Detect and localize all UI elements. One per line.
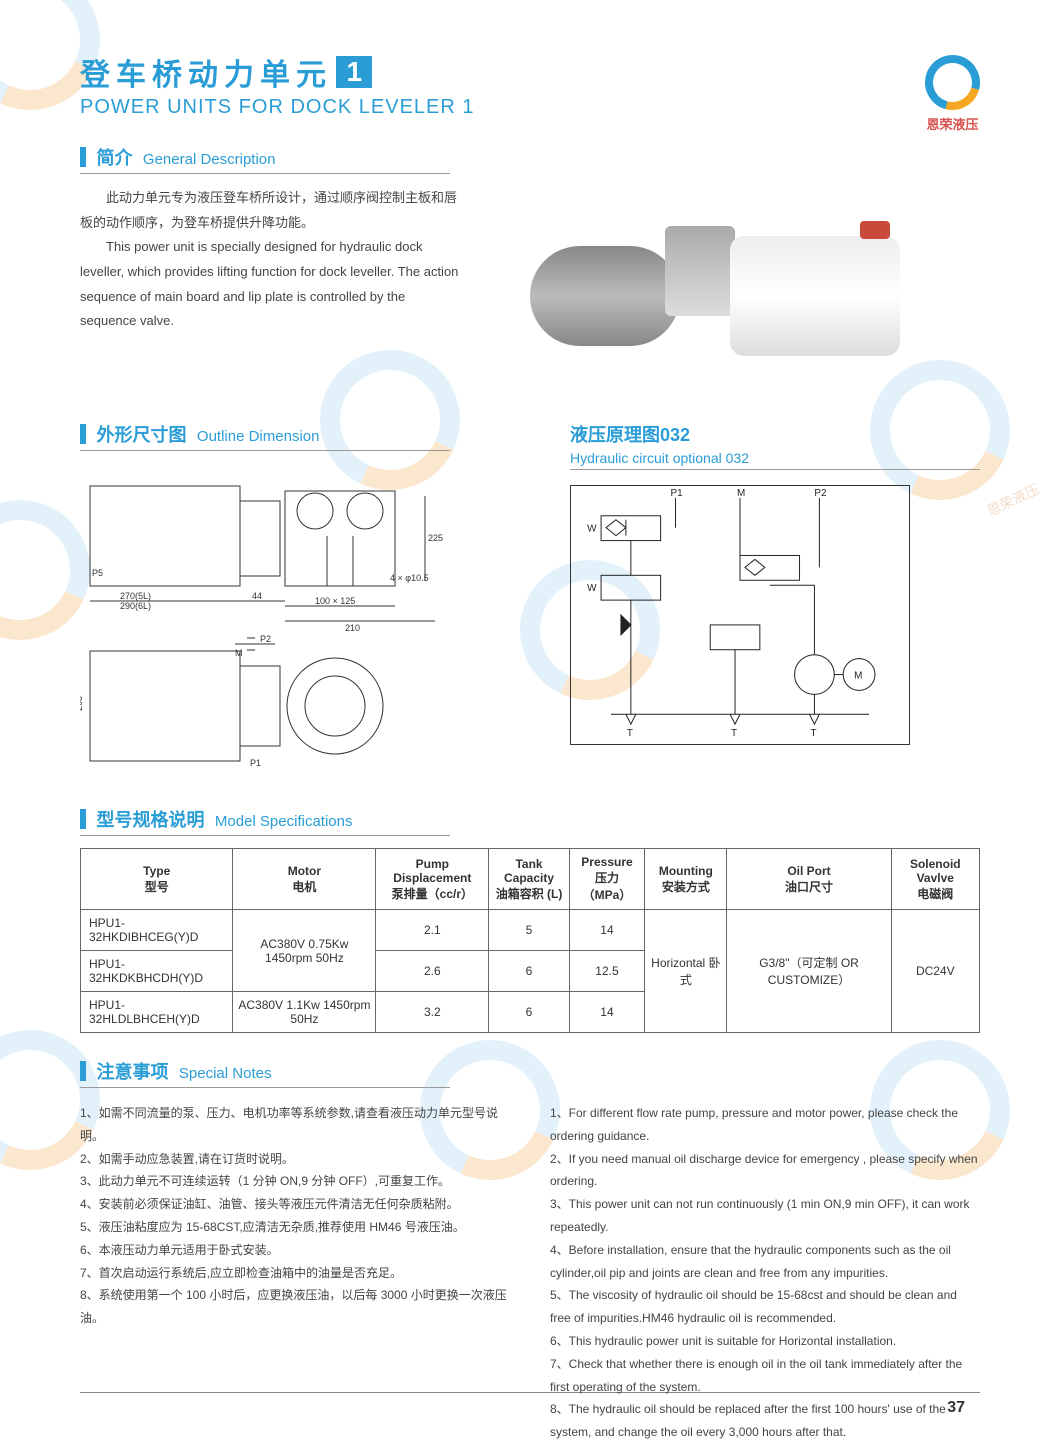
svg-text:W: W — [587, 583, 597, 594]
svg-text:260: 260 — [80, 696, 84, 711]
outline-head-en: Outline Dimension — [197, 428, 320, 445]
notes-head-en: Special Notes — [179, 1065, 272, 1082]
circuit-head-cn: 液压原理图032 — [570, 421, 980, 447]
outline-head-cn: 外形尺寸图 — [96, 425, 186, 445]
intro-paragraph: 此动力单元专为液压登车桥所设计，通过顺序阀控制主板和唇板的动作顺序，为登车桥提供… — [80, 186, 460, 376]
outline-heading: 外形尺寸图 Outline Dimension — [80, 421, 450, 451]
notes-heading: 注意事项 Special Notes — [80, 1058, 450, 1088]
page-title-en: POWER UNITS FOR DOCK LEVELER 1 — [80, 96, 980, 119]
svg-text:P2: P2 — [260, 634, 271, 644]
watermark-text: 恩荣液压 — [983, 479, 1042, 521]
spec-head-en: Model Specifications — [215, 813, 353, 830]
note-item: 7、首次启动运行系统后,应立即检查油箱中的油量是否充足。 — [80, 1262, 510, 1285]
note-item: 3、This power unit can not run continuous… — [550, 1193, 980, 1239]
note-item: 4、Before installation, ensure that the h… — [550, 1239, 980, 1285]
note-item: 8、系统使用第一个 100 小时后，应更换液压油，以后每 3000 小时更换一次… — [80, 1284, 510, 1330]
note-item: 1、如需不同流量的泵、压力、电机功率等系统参数,请查看液压动力单元型号说明。 — [80, 1102, 510, 1148]
intro-head-cn: 简介 — [96, 148, 132, 168]
svg-text:290(6L): 290(6L) — [120, 601, 151, 611]
note-item: 6、本液压动力单元适用于卧式安装。 — [80, 1239, 510, 1262]
intro-cn: 此动力单元专为液压登车桥所设计，通过顺序阀控制主板和唇板的动作顺序，为登车桥提供… — [80, 186, 460, 235]
intro-en: This power unit is specially designed fo… — [80, 235, 460, 334]
note-item: 6、This hydraulic power unit is suitable … — [550, 1330, 980, 1353]
notes-en: 1、For different flow rate pump, pressure… — [550, 1102, 980, 1444]
svg-text:P1: P1 — [671, 488, 684, 499]
svg-text:P1: P1 — [250, 758, 261, 768]
notes-cn: 1、如需不同流量的泵、压力、电机功率等系统参数,请查看液压动力单元型号说明。 2… — [80, 1102, 510, 1444]
note-item: 4、安装前必须保证油缸、油管、接头等液压元件清洁无任何杂质粘附。 — [80, 1193, 510, 1216]
note-item: 1、For different flow rate pump, pressure… — [550, 1102, 980, 1148]
svg-text:W: W — [587, 524, 597, 535]
table-row: HPU1-32HKDIBHCEG(Y)D AC380V 0.75Kw 1450r… — [81, 910, 980, 951]
outline-drawing: 270(5L) 290(6L) 44 100 × 125 210 225 4 ×… — [80, 466, 460, 776]
note-item: 5、The viscosity of hydraulic oil should … — [550, 1284, 980, 1330]
svg-text:4 × φ10.5: 4 × φ10.5 — [390, 573, 429, 583]
svg-text:100 × 125: 100 × 125 — [315, 596, 355, 606]
note-item: 3、此动力单元不可连续运转（1 分钟 ON,9 分钟 OFF）,可重复工作。 — [80, 1170, 510, 1193]
product-photo — [500, 186, 920, 376]
circuit-heading: 液压原理图032 Hydraulic circuit optional 032 — [570, 421, 980, 470]
notes-head-cn: 注意事项 — [96, 1062, 168, 1082]
note-item: 5、液压油粘度应为 15-68CST,应清洁无杂质,推荐使用 HM46 号液压油… — [80, 1216, 510, 1239]
table-header-row: Type型号 Motor电机 Pump Displacement泵排量（cc/r… — [81, 849, 980, 910]
svg-text:P5: P5 — [92, 568, 103, 578]
spec-head-cn: 型号规格说明 — [96, 810, 204, 830]
note-item: 2、If you need manual oil discharge devic… — [550, 1148, 980, 1194]
intro-head-en: General Description — [143, 151, 276, 168]
note-item: 2、如需手动应急装置,请在订货时说明。 — [80, 1148, 510, 1171]
brand-logo: 恩荣液压 — [925, 55, 980, 133]
brand-name: 恩荣液压 — [925, 114, 980, 133]
svg-text:270(5L): 270(5L) — [120, 591, 151, 601]
note-item: 7、Check that whether there is enough oil… — [550, 1353, 980, 1399]
svg-text:210: 210 — [345, 623, 360, 633]
spec-table: Type型号 Motor电机 Pump Displacement泵排量（cc/r… — [80, 848, 980, 1033]
spec-heading: 型号规格说明 Model Specifications — [80, 806, 450, 836]
svg-text:T: T — [810, 728, 816, 739]
page-title-cn: 登车桥动力单元 — [80, 50, 332, 94]
note-item: 8、The hydraulic oil should be replaced a… — [550, 1398, 980, 1444]
svg-text:T: T — [731, 728, 737, 739]
svg-text:M: M — [737, 488, 745, 499]
svg-text:T: T — [627, 728, 633, 739]
svg-text:225: 225 — [428, 533, 443, 543]
svg-text:M: M — [235, 648, 243, 658]
intro-heading: 简介 General Description — [80, 144, 450, 174]
svg-text:P2: P2 — [814, 488, 827, 499]
svg-text:44: 44 — [252, 591, 262, 601]
page-title-badge: 1 — [336, 56, 372, 88]
hydraulic-circuit: P1 M P2 W W T T T M — [570, 485, 910, 745]
svg-text:M: M — [854, 671, 862, 682]
circuit-head-en: Hydraulic circuit optional 032 — [570, 450, 980, 466]
